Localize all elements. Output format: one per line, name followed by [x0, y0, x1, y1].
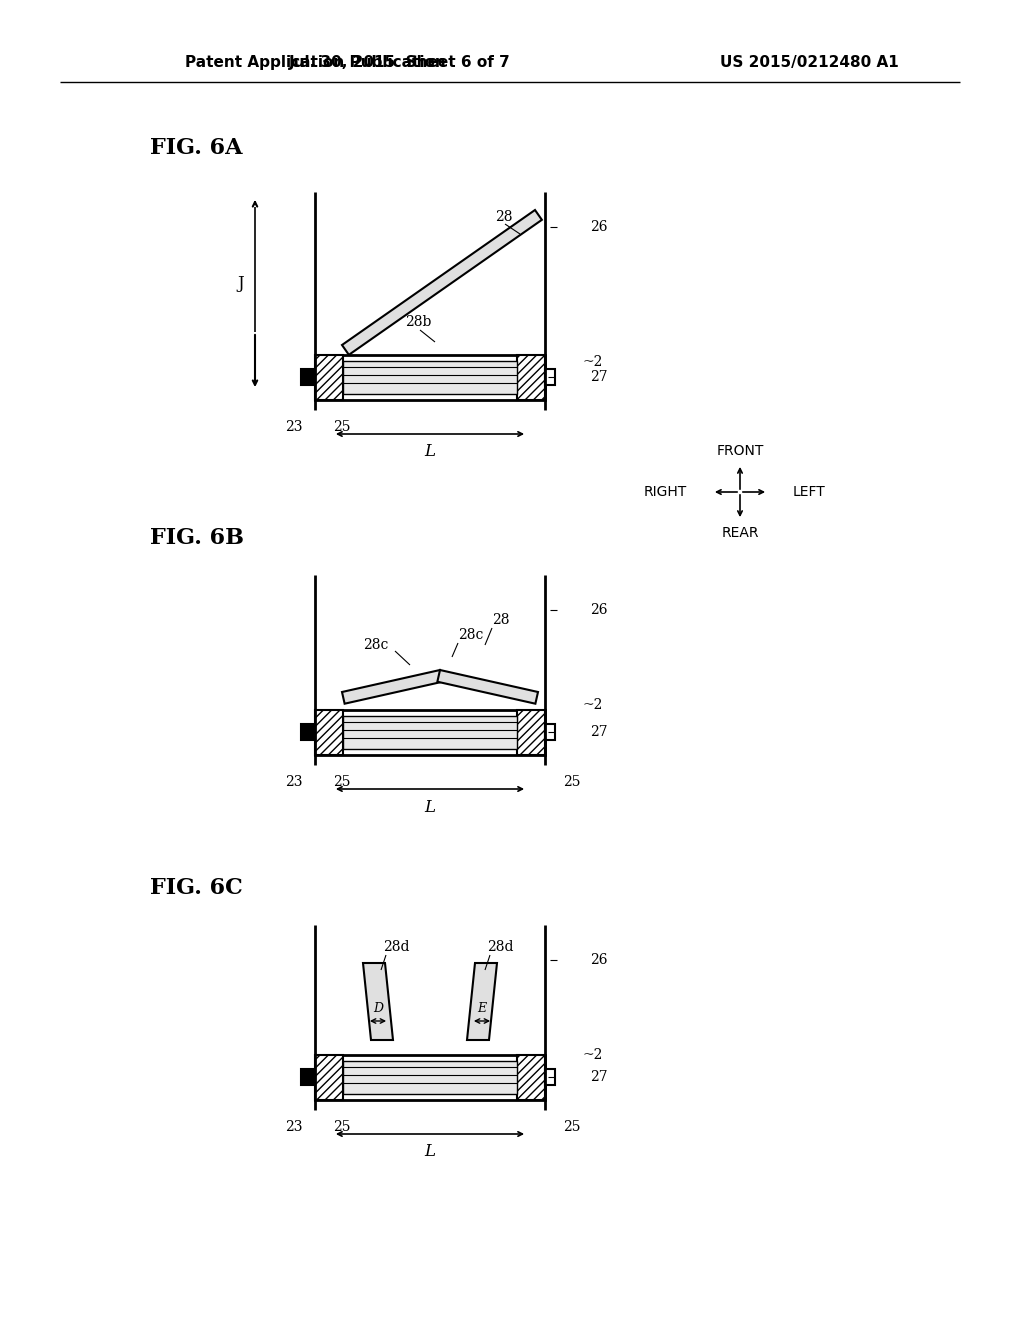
- Bar: [545, 370, 555, 385]
- Polygon shape: [437, 671, 538, 704]
- Text: 23: 23: [286, 420, 303, 434]
- Text: 27: 27: [590, 370, 607, 384]
- Bar: [517, 710, 545, 755]
- Polygon shape: [342, 671, 442, 704]
- Bar: [301, 370, 315, 385]
- Text: L: L: [425, 444, 435, 461]
- Text: 26: 26: [590, 603, 607, 616]
- Text: 27: 27: [590, 725, 607, 739]
- Bar: [301, 723, 315, 741]
- Text: US 2015/0212480 A1: US 2015/0212480 A1: [720, 54, 899, 70]
- Text: 25: 25: [333, 775, 350, 789]
- Bar: [343, 1061, 517, 1094]
- Bar: [301, 1069, 315, 1085]
- Text: 28: 28: [492, 612, 510, 627]
- Text: ~2: ~2: [583, 698, 603, 711]
- Text: 28d: 28d: [383, 940, 410, 954]
- Bar: [315, 1055, 545, 1100]
- Polygon shape: [342, 210, 542, 355]
- Bar: [545, 723, 555, 741]
- Text: 23: 23: [286, 1119, 303, 1134]
- Text: 26: 26: [590, 953, 607, 968]
- Text: Patent Application Publication: Patent Application Publication: [185, 54, 445, 70]
- Bar: [517, 1055, 545, 1100]
- Text: 25: 25: [333, 420, 350, 434]
- Text: ~2: ~2: [583, 1048, 603, 1063]
- Text: 25: 25: [563, 775, 581, 789]
- Bar: [545, 1069, 555, 1085]
- Text: ~2: ~2: [583, 355, 603, 370]
- Text: 28d: 28d: [487, 940, 513, 954]
- Bar: [343, 715, 517, 748]
- Text: L: L: [425, 1143, 435, 1160]
- Polygon shape: [362, 964, 393, 1040]
- Text: 28c: 28c: [362, 638, 388, 652]
- Text: Jul. 30, 2015  Sheet 6 of 7: Jul. 30, 2015 Sheet 6 of 7: [289, 54, 511, 70]
- Text: LEFT: LEFT: [793, 484, 825, 499]
- Text: D: D: [373, 1002, 383, 1015]
- Text: REAR: REAR: [721, 525, 759, 540]
- Text: FRONT: FRONT: [717, 444, 764, 458]
- Polygon shape: [467, 964, 497, 1040]
- Bar: [315, 710, 545, 755]
- Bar: [343, 360, 517, 393]
- Text: 25: 25: [563, 1119, 581, 1134]
- Bar: [315, 710, 343, 755]
- Text: J: J: [238, 275, 245, 292]
- Text: FIG. 6B: FIG. 6B: [150, 527, 244, 549]
- Bar: [315, 355, 343, 400]
- Bar: [517, 355, 545, 400]
- Text: FIG. 6C: FIG. 6C: [150, 876, 243, 899]
- Text: 25: 25: [333, 1119, 350, 1134]
- Text: 23: 23: [286, 775, 303, 789]
- Text: 26: 26: [590, 220, 607, 234]
- Text: 27: 27: [590, 1071, 607, 1084]
- Bar: [315, 355, 545, 400]
- Text: E: E: [477, 1002, 486, 1015]
- Text: L: L: [425, 799, 435, 816]
- Text: FIG. 6A: FIG. 6A: [150, 137, 243, 158]
- Text: 28b: 28b: [406, 315, 431, 329]
- Bar: [315, 1055, 343, 1100]
- Text: 28: 28: [495, 210, 512, 224]
- Text: 28c: 28c: [458, 628, 483, 642]
- Text: RIGHT: RIGHT: [644, 484, 687, 499]
